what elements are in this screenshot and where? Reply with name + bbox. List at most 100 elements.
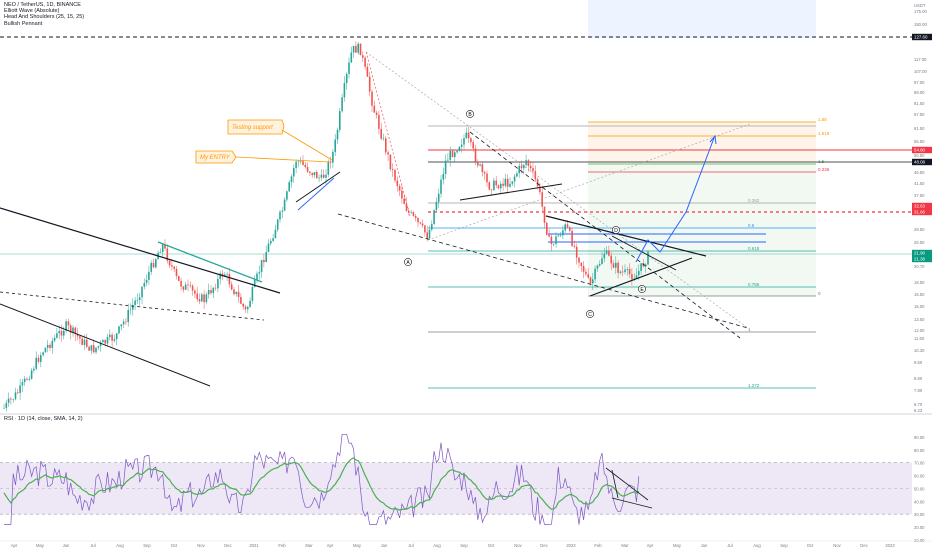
legend-symbol[interactable]: NEO / TetherUS, 1D, BINANCE (4, 2, 81, 8)
candle (348, 62, 350, 74)
candle (536, 179, 539, 187)
candle (506, 178, 509, 187)
candle (297, 161, 300, 163)
candle (518, 165, 520, 174)
candle (490, 189, 493, 191)
wave-label-circle (466, 110, 474, 118)
candle (525, 160, 527, 165)
candle (76, 333, 79, 337)
candle (111, 334, 113, 341)
my-entry-label: My ENTRY (200, 155, 231, 161)
fib-level-label: 0.618 (748, 246, 760, 251)
candle (49, 344, 51, 348)
candle (458, 146, 461, 151)
fib-level-label: 1.5 (818, 159, 825, 164)
candle (454, 152, 456, 158)
candle (125, 321, 127, 323)
candle (267, 243, 270, 253)
fib-zone-blue (588, 0, 816, 38)
candle (10, 398, 12, 400)
neckline-dashed (0, 291, 265, 321)
candle (295, 161, 297, 169)
candle (263, 259, 265, 263)
rsi-ma-line (3, 457, 640, 511)
price-axis-tick: 13.50 (914, 317, 925, 322)
time-axis-tick: Aug (433, 543, 441, 548)
price-axis-tick: 89.00 (914, 90, 925, 95)
candle (253, 279, 256, 288)
candle (488, 182, 491, 190)
candle (327, 161, 330, 175)
candle (164, 244, 166, 249)
candle (534, 171, 537, 180)
rsi-legend[interactable]: RSI · 1D (14, close, SMA, 14, 2) (4, 416, 83, 422)
rsi-axis-tick: 10.00 (914, 538, 925, 543)
my-entry-pointer (235, 156, 331, 163)
candle (474, 148, 477, 162)
candle (51, 340, 54, 348)
candle (90, 345, 93, 351)
legend-study-elliott[interactable]: Elliott Wave (Absolute) (4, 8, 60, 15)
fib-zone-green (588, 164, 816, 296)
candle (159, 252, 162, 253)
price-axis-tick: 15.00 (914, 304, 925, 309)
candle (619, 271, 622, 273)
candle (58, 331, 60, 334)
candle (228, 274, 231, 285)
candle (237, 291, 240, 298)
candle (380, 128, 382, 139)
candle (431, 224, 433, 230)
rsi-axis-tick: 30.00 (914, 512, 925, 517)
candle (481, 164, 484, 173)
candle (17, 392, 19, 394)
candle (571, 230, 573, 246)
fib-level-label: 0.236 (818, 167, 830, 172)
candle (550, 236, 553, 244)
time-axis-tick: Sep (460, 543, 468, 548)
legend-study-pennant[interactable]: Bullish Pennant (4, 20, 43, 27)
price-axis-tick: 7.80 (914, 388, 923, 393)
price-axis-tick: 37.50 (914, 193, 925, 198)
time-axis-tick: Feb (594, 543, 602, 548)
candle (102, 340, 104, 343)
candle (557, 235, 560, 237)
time-axis-tick: Oct (807, 543, 814, 548)
candle (191, 285, 194, 291)
price-tag-bg (912, 158, 932, 166)
candle (86, 339, 88, 347)
price-axis-background (912, 0, 932, 550)
candle (129, 309, 132, 311)
candle (180, 280, 182, 287)
candle (214, 287, 217, 289)
rsi-axis-tick: 60.00 (914, 474, 925, 479)
candle (419, 222, 422, 224)
candle (401, 190, 403, 199)
legend-study-head-shoulders[interactable]: Head And Shoulders (25, 15, 25) (4, 14, 85, 21)
candle (138, 297, 141, 300)
candle (497, 185, 500, 189)
candle (168, 260, 171, 266)
candle (414, 215, 417, 218)
candle (95, 347, 97, 353)
price-axis-tick: 67.50 (914, 112, 925, 117)
projection-path (635, 137, 715, 263)
candle (132, 305, 134, 310)
candle (316, 172, 318, 179)
channel-lower-line (0, 303, 211, 387)
candle (118, 326, 120, 334)
candle (281, 210, 284, 212)
candle (40, 355, 42, 362)
candle (198, 299, 201, 302)
candle (226, 274, 228, 275)
price-axis-tick: 117.00 (914, 57, 927, 62)
candle (136, 299, 139, 301)
testing-support-label: Testing support (232, 125, 273, 131)
fib-level-label: 1.272 (748, 383, 760, 388)
candle (366, 66, 369, 77)
candle (270, 240, 272, 244)
candle (523, 164, 525, 169)
candle (403, 198, 405, 204)
candle (440, 179, 442, 194)
